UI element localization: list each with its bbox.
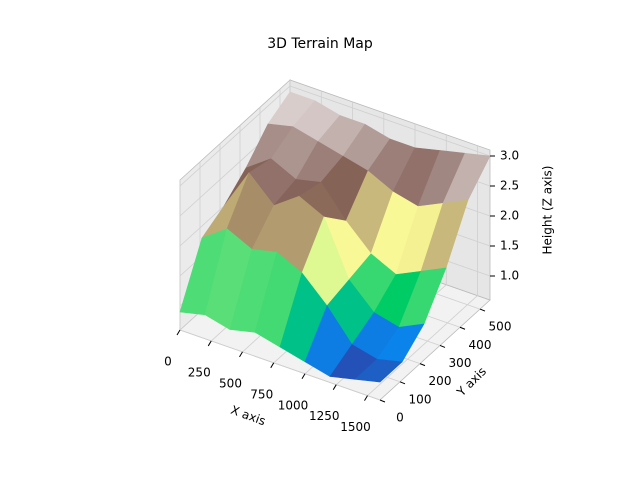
x-tick — [270, 362, 275, 369]
y-tick — [399, 381, 406, 385]
y-tick — [459, 326, 466, 330]
y-tick-label: 100 — [409, 392, 432, 406]
y-tick — [419, 363, 426, 367]
y-tick-label: 500 — [489, 320, 512, 334]
z-axis-label: Height (Z axis) — [541, 166, 555, 255]
x-tick-label: 250 — [188, 365, 211, 379]
x-tick — [176, 329, 181, 336]
y-tick — [379, 399, 386, 403]
surface — [179, 91, 491, 383]
x-axis-label: X axis — [229, 403, 268, 428]
y-tick-label: 0 — [396, 411, 404, 425]
z-tick-label: 2.5 — [500, 179, 519, 193]
y-tick — [479, 308, 486, 312]
x-tick — [239, 351, 243, 358]
x-tick-label: 1250 — [309, 409, 340, 423]
grid-line — [179, 85, 291, 187]
chart-title: 3D Terrain Map — [267, 36, 373, 52]
x-tick — [364, 395, 368, 401]
y-tick-label: 400 — [469, 338, 492, 352]
grid-line — [289, 85, 491, 157]
y-tick — [439, 344, 446, 348]
x-tick-label: 500 — [219, 376, 242, 390]
x-tick-label: 0 — [164, 355, 172, 369]
x-tick-label: 1500 — [340, 420, 371, 434]
grid-line — [179, 329, 381, 401]
z-tick-label: 1.0 — [500, 269, 519, 283]
x-tick — [207, 340, 212, 347]
z-tick-label: 2.0 — [500, 209, 519, 223]
y-tick-label: 300 — [449, 356, 472, 370]
z-tick-label: 1.5 — [500, 239, 519, 253]
x-tick — [332, 384, 337, 390]
x-tick-label: 1000 — [278, 398, 309, 412]
grid-line — [367, 295, 478, 396]
y-tick-label: 200 — [429, 374, 452, 388]
x-tick — [301, 373, 306, 380]
surface-face — [354, 358, 403, 383]
x-tick-label: 750 — [250, 387, 273, 401]
z-tick-label: 3.0 — [500, 149, 519, 163]
